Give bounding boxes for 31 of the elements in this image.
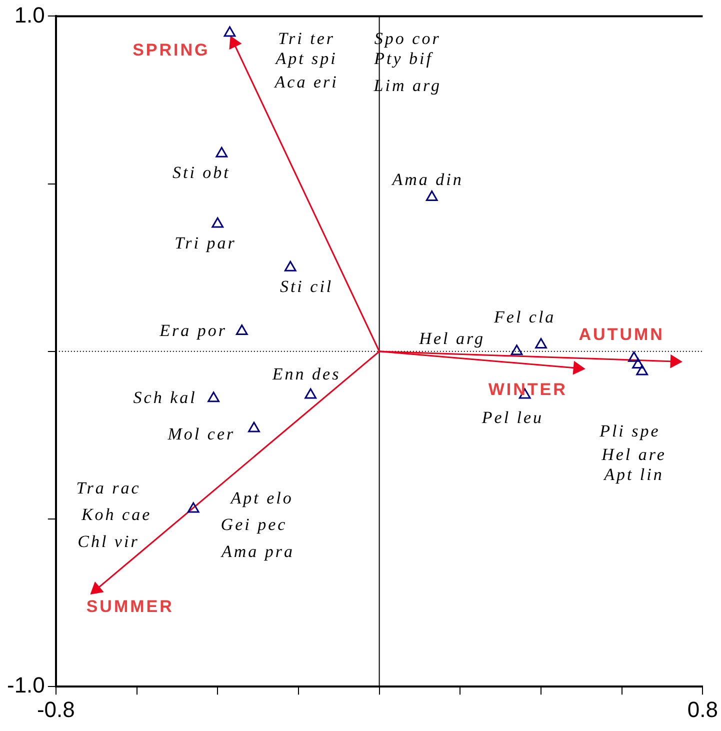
series-label: SPRING [132, 40, 210, 60]
annotation: Gei pec [220, 515, 288, 534]
annotation: Enn des [271, 364, 341, 384]
annotation: Aca eri [274, 72, 338, 92]
annotation: Apt elo [230, 488, 294, 508]
annotation: Apt lin [603, 464, 664, 484]
annotation: Pel leu [480, 408, 544, 427]
annotation: Tri ter [278, 29, 336, 48]
annotation: Sch kal [133, 388, 197, 407]
annotation: Koh cae [80, 505, 152, 524]
series-label: SUMMER [86, 597, 174, 616]
series-label: AUTUMN [578, 325, 664, 344]
annotation: Tra rac [76, 478, 141, 498]
annotation: Pli spe [598, 421, 660, 440]
annotation: Mol cer [166, 424, 236, 444]
annotation: Sti obt [172, 163, 230, 182]
annotation: Fel cla [493, 307, 556, 326]
annotation: Apt spi [274, 49, 338, 68]
annotation: Hel are [600, 444, 666, 464]
y-tick-label: -1.0 [6, 672, 45, 698]
annotation: Era por [158, 320, 228, 340]
annotation: Ama pra [220, 542, 295, 561]
annotation: Ama din [391, 170, 464, 189]
x-tick-label: 0.8 [687, 696, 718, 722]
y-tick-label: 1.0 [14, 2, 45, 28]
x-tick-label: -0.8 [36, 696, 75, 722]
annotation: Hel arg [418, 329, 485, 348]
annotation: Chl vir [78, 532, 140, 551]
annotation: Tri par [174, 234, 236, 253]
series-label: WINTER [488, 380, 568, 399]
annotation: Sti cil [280, 277, 334, 296]
